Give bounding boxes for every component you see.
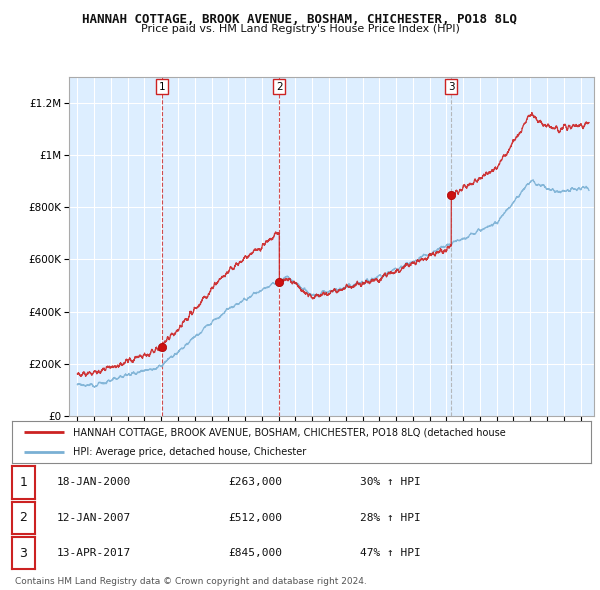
Text: HPI: Average price, detached house, Chichester: HPI: Average price, detached house, Chic… xyxy=(73,447,306,457)
Text: 30% ↑ HPI: 30% ↑ HPI xyxy=(360,477,421,487)
Text: 2: 2 xyxy=(276,82,283,92)
Text: 18-JAN-2000: 18-JAN-2000 xyxy=(57,477,131,487)
Text: 13-APR-2017: 13-APR-2017 xyxy=(57,548,131,558)
Text: 47% ↑ HPI: 47% ↑ HPI xyxy=(360,548,421,558)
Text: 1: 1 xyxy=(159,82,166,92)
Text: 3: 3 xyxy=(19,546,28,560)
Text: 12-JAN-2007: 12-JAN-2007 xyxy=(57,513,131,523)
Text: 28% ↑ HPI: 28% ↑ HPI xyxy=(360,513,421,523)
Text: £845,000: £845,000 xyxy=(228,548,282,558)
Text: 2: 2 xyxy=(19,511,28,525)
Text: Price paid vs. HM Land Registry's House Price Index (HPI): Price paid vs. HM Land Registry's House … xyxy=(140,24,460,34)
Text: Contains HM Land Registry data © Crown copyright and database right 2024.: Contains HM Land Registry data © Crown c… xyxy=(15,577,367,586)
Text: HANNAH COTTAGE, BROOK AVENUE, BOSHAM, CHICHESTER, PO18 8LQ (detached house: HANNAH COTTAGE, BROOK AVENUE, BOSHAM, CH… xyxy=(73,427,506,437)
Text: 1: 1 xyxy=(19,476,28,489)
Text: HANNAH COTTAGE, BROOK AVENUE, BOSHAM, CHICHESTER, PO18 8LQ: HANNAH COTTAGE, BROOK AVENUE, BOSHAM, CH… xyxy=(83,13,517,26)
Text: £263,000: £263,000 xyxy=(228,477,282,487)
Text: 3: 3 xyxy=(448,82,455,92)
Text: £512,000: £512,000 xyxy=(228,513,282,523)
